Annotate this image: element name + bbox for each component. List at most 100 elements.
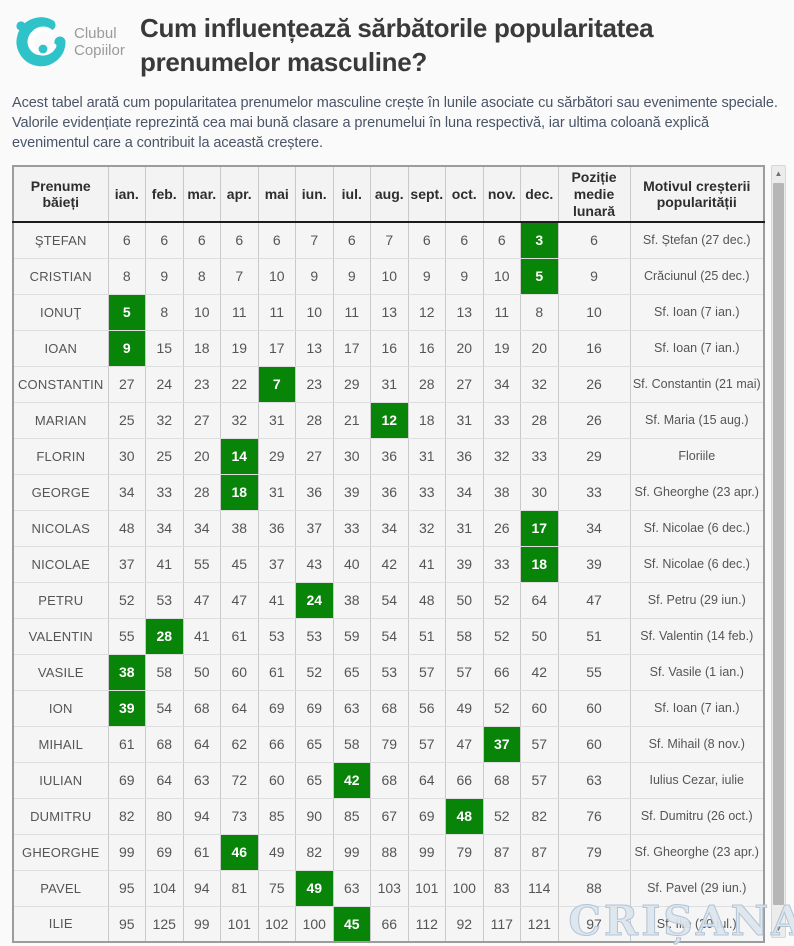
month-rank-cell: 52 [482, 617, 521, 655]
month-rank-cell: 125 [145, 905, 184, 943]
month-rank-cell: 87 [520, 833, 559, 871]
month-rank-cell: 43 [295, 545, 334, 583]
month-rank-cell: 31 [445, 509, 484, 547]
month-rank-cell: 60 [520, 689, 559, 727]
month-rank-cell: 58 [445, 617, 484, 655]
table-row: NICOLAE 37 41 55 45 37 43 40 42 41 39 33 18 39 Sf. Nic… [12, 545, 765, 583]
average-position-cell: 34 [557, 509, 631, 547]
month-rank-cell: 82 [520, 797, 559, 835]
month-rank-cell: 58 [332, 725, 371, 763]
month-rank-cell: 29 [332, 365, 371, 403]
month-rank-cell: 42 [520, 653, 559, 691]
month-rank-cell: 64 [182, 725, 221, 763]
month-rank-cell: 100 [445, 869, 484, 907]
month-rank-cell: 11 [220, 293, 259, 331]
month-rank-cell: 6 [407, 221, 446, 259]
column-header-month: ian. [107, 165, 146, 224]
month-rank-cell: 94 [182, 797, 221, 835]
name-cell: IULIAN [12, 761, 109, 799]
month-rank-cell: 23 [295, 365, 334, 403]
best-rank-cell: 18 [520, 545, 559, 583]
month-rank-cell: 32 [482, 437, 521, 475]
month-rank-cell: 12 [407, 293, 446, 331]
name-cell: PAVEL [12, 869, 109, 907]
month-rank-cell: 6 [257, 221, 296, 259]
month-rank-cell: 16 [370, 329, 409, 367]
month-rank-cell: 82 [107, 797, 146, 835]
best-rank-cell: 12 [370, 401, 409, 439]
average-position-cell: 60 [557, 725, 631, 763]
best-rank-cell: 49 [295, 869, 334, 907]
name-cell: DUMITRU [12, 797, 109, 835]
month-rank-cell: 50 [445, 581, 484, 619]
vertical-scrollbar[interactable]: ▲ ▼ [771, 165, 786, 939]
table-row: GHEORGHE 99 69 61 46 49 82 99 88 99 79 87 87 79 Sf. Gh… [12, 833, 765, 871]
reason-cell: Sf. Dumitru (26 oct.) [629, 797, 765, 835]
month-rank-cell: 6 [182, 221, 221, 259]
month-rank-cell: 9 [295, 257, 334, 295]
reason-cell: Sf. Pavel (29 iun.) [629, 869, 765, 907]
month-rank-cell: 36 [295, 473, 334, 511]
average-position-cell: 55 [557, 653, 631, 691]
month-rank-cell: 68 [370, 761, 409, 799]
average-position-cell: 51 [557, 617, 631, 655]
average-position-cell: 76 [557, 797, 631, 835]
month-rank-cell: 37 [257, 545, 296, 583]
month-rank-cell: 36 [370, 473, 409, 511]
month-rank-cell: 34 [145, 509, 184, 547]
month-rank-cell: 75 [257, 869, 296, 907]
month-rank-cell: 31 [257, 401, 296, 439]
month-rank-cell: 23 [182, 365, 221, 403]
month-rank-cell: 99 [332, 833, 371, 871]
column-header-month: aug. [370, 165, 409, 224]
reason-cell: Sf. Ilie (20 iul.) [629, 905, 765, 943]
best-rank-cell: 38 [107, 653, 146, 691]
month-rank-cell: 26 [482, 509, 521, 547]
month-rank-cell: 65 [295, 761, 334, 799]
month-rank-cell: 9 [332, 257, 371, 295]
reason-cell: Sf. Valentin (14 feb.) [629, 617, 765, 655]
reason-cell: Crăciunul (25 dec.) [629, 257, 765, 295]
month-rank-cell: 10 [295, 293, 334, 331]
month-rank-cell: 38 [332, 581, 371, 619]
month-rank-cell: 94 [182, 869, 221, 907]
reason-cell: Sf. Maria (15 aug.) [629, 401, 765, 439]
month-rank-cell: 31 [257, 473, 296, 511]
name-cell: FLORIN [12, 437, 109, 475]
month-rank-cell: 6 [445, 221, 484, 259]
scrollbar-thumb[interactable] [773, 183, 784, 906]
month-rank-cell: 53 [145, 581, 184, 619]
month-rank-cell: 47 [445, 725, 484, 763]
month-rank-cell: 79 [445, 833, 484, 871]
month-rank-cell: 13 [295, 329, 334, 367]
month-rank-cell: 34 [182, 509, 221, 547]
logo-text: Clubul Copiilor [74, 25, 125, 60]
month-rank-cell: 13 [445, 293, 484, 331]
month-rank-cell: 18 [182, 329, 221, 367]
month-rank-cell: 66 [482, 653, 521, 691]
scroll-down-arrow-icon[interactable]: ▼ [774, 924, 783, 934]
best-rank-cell: 18 [220, 473, 259, 511]
scroll-up-arrow-icon[interactable]: ▲ [774, 169, 783, 179]
month-rank-cell: 87 [482, 833, 521, 871]
month-rank-cell: 53 [370, 653, 409, 691]
average-position-cell: 10 [557, 293, 631, 331]
month-rank-cell: 10 [482, 257, 521, 295]
best-rank-cell: 45 [332, 905, 371, 943]
column-header-month: iul. [332, 165, 371, 224]
best-rank-cell: 3 [520, 221, 559, 259]
month-rank-cell: 64 [520, 581, 559, 619]
month-rank-cell: 68 [182, 689, 221, 727]
month-rank-cell: 30 [332, 437, 371, 475]
name-cell: VALENTIN [12, 617, 109, 655]
month-rank-cell: 33 [145, 473, 184, 511]
month-rank-cell: 82 [295, 833, 334, 871]
month-rank-cell: 55 [182, 545, 221, 583]
month-rank-cell: 58 [145, 653, 184, 691]
month-rank-cell: 32 [407, 509, 446, 547]
month-rank-cell: 34 [482, 365, 521, 403]
month-rank-cell: 34 [107, 473, 146, 511]
average-position-cell: 26 [557, 365, 631, 403]
column-header-month: dec. [520, 165, 559, 224]
month-rank-cell: 28 [407, 365, 446, 403]
